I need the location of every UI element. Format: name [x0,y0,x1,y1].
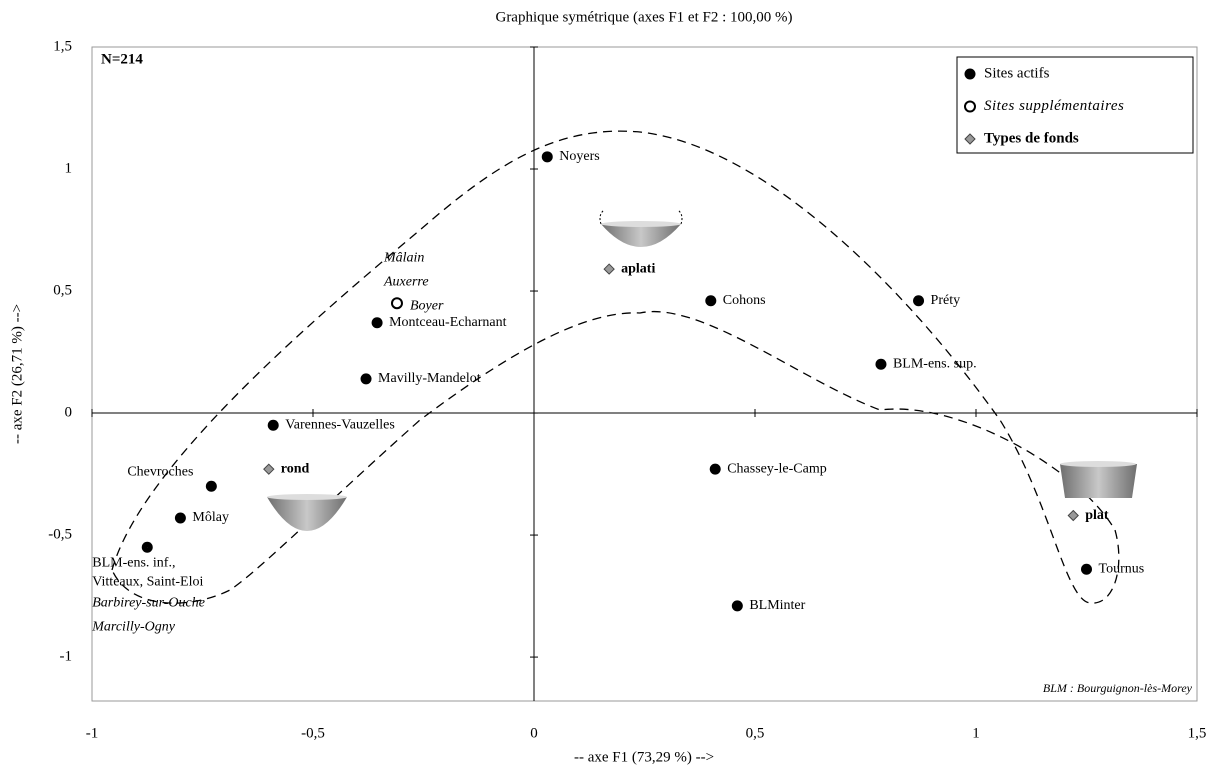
active-point [875,358,887,370]
point-label: aplati [621,261,655,276]
active-point [1081,563,1092,575]
type-marker [1067,509,1079,522]
active-point [913,295,925,307]
active-point [709,463,721,475]
point-label: BLMinter [749,598,805,613]
point-label: Auxerre [383,274,429,289]
active-point [731,600,743,612]
point-label: Barbirey-sur-Ouche [92,595,205,610]
x-tick-label: 0,5 [746,725,765,741]
y-tick-label: 1,5 [53,38,72,54]
x-tick-label: -1 [86,725,99,741]
supplementary-point [964,100,976,113]
point-label: rond [281,461,310,476]
point-label: Vitteaux, Saint-Eloi [92,574,203,589]
legend-box [956,56,1194,154]
active-point [964,68,976,80]
x-axis-label: -- axe F1 (73,29 %) --> [574,749,714,765]
point-label: Mâlain [383,250,424,265]
legend-label: Sites supplémentaires [984,98,1124,114]
point-label: plat [1085,508,1109,523]
y-tick-label: -1 [60,649,73,665]
y-axis-label: -- axe F2 (26,71 %) --> [9,304,25,444]
chart-title: Graphique symétrique (axes F1 et F2 : 10… [495,9,792,25]
point-label: Tournus [1099,561,1145,576]
y-tick-label: 1 [65,160,73,176]
abbreviation-note: BLM : Bourguignon-lès-Morey [1043,681,1193,695]
active-point [267,419,279,431]
point-label: Mavilly-Mandelot [378,371,481,386]
type-marker [603,263,615,275]
x-tick-label: 0 [530,725,538,741]
y-tick-label: 0 [65,404,73,420]
point-label: Préty [931,293,961,308]
supplementary-point [390,297,403,310]
active-point [174,512,186,524]
bowl-icon [267,494,347,531]
y-tick-label: 0,5 [53,282,72,298]
x-tick-label: 1,5 [1188,725,1207,741]
x-tick-label: 1 [972,725,980,741]
point-label: Noyers [559,149,599,164]
point-label: BLM-ens. inf., [92,555,175,570]
x-tick-label: -0,5 [301,725,325,741]
type-marker [263,463,275,475]
active-point [360,373,372,385]
active-point [205,480,217,492]
bowl-icon [599,209,683,247]
point-label: BLM-ens. sup. [893,356,977,371]
sample-size: N=214 [101,51,143,67]
point-label: Boyer [410,298,444,313]
point-label: Varennes-Vauzelles [285,417,395,432]
active-point [705,295,717,307]
point-label: Marcilly-Ogny [91,619,175,634]
plot-frame [91,46,1198,702]
point-label: Chevroches [127,464,193,479]
y-tick-label: -0,5 [48,526,72,542]
bowl-icon [1060,461,1137,498]
active-point [541,151,553,163]
point-label: Chassey-le-Camp [727,461,827,476]
legend-label: Types de fonds [984,130,1079,146]
point-label: Montceau-Echarnant [389,315,506,330]
point-label: Cohons [723,293,766,308]
point-label: Môlay [192,510,229,525]
active-point [371,317,383,329]
type-marker [964,133,976,145]
legend-label: Sites actifs [984,65,1050,81]
